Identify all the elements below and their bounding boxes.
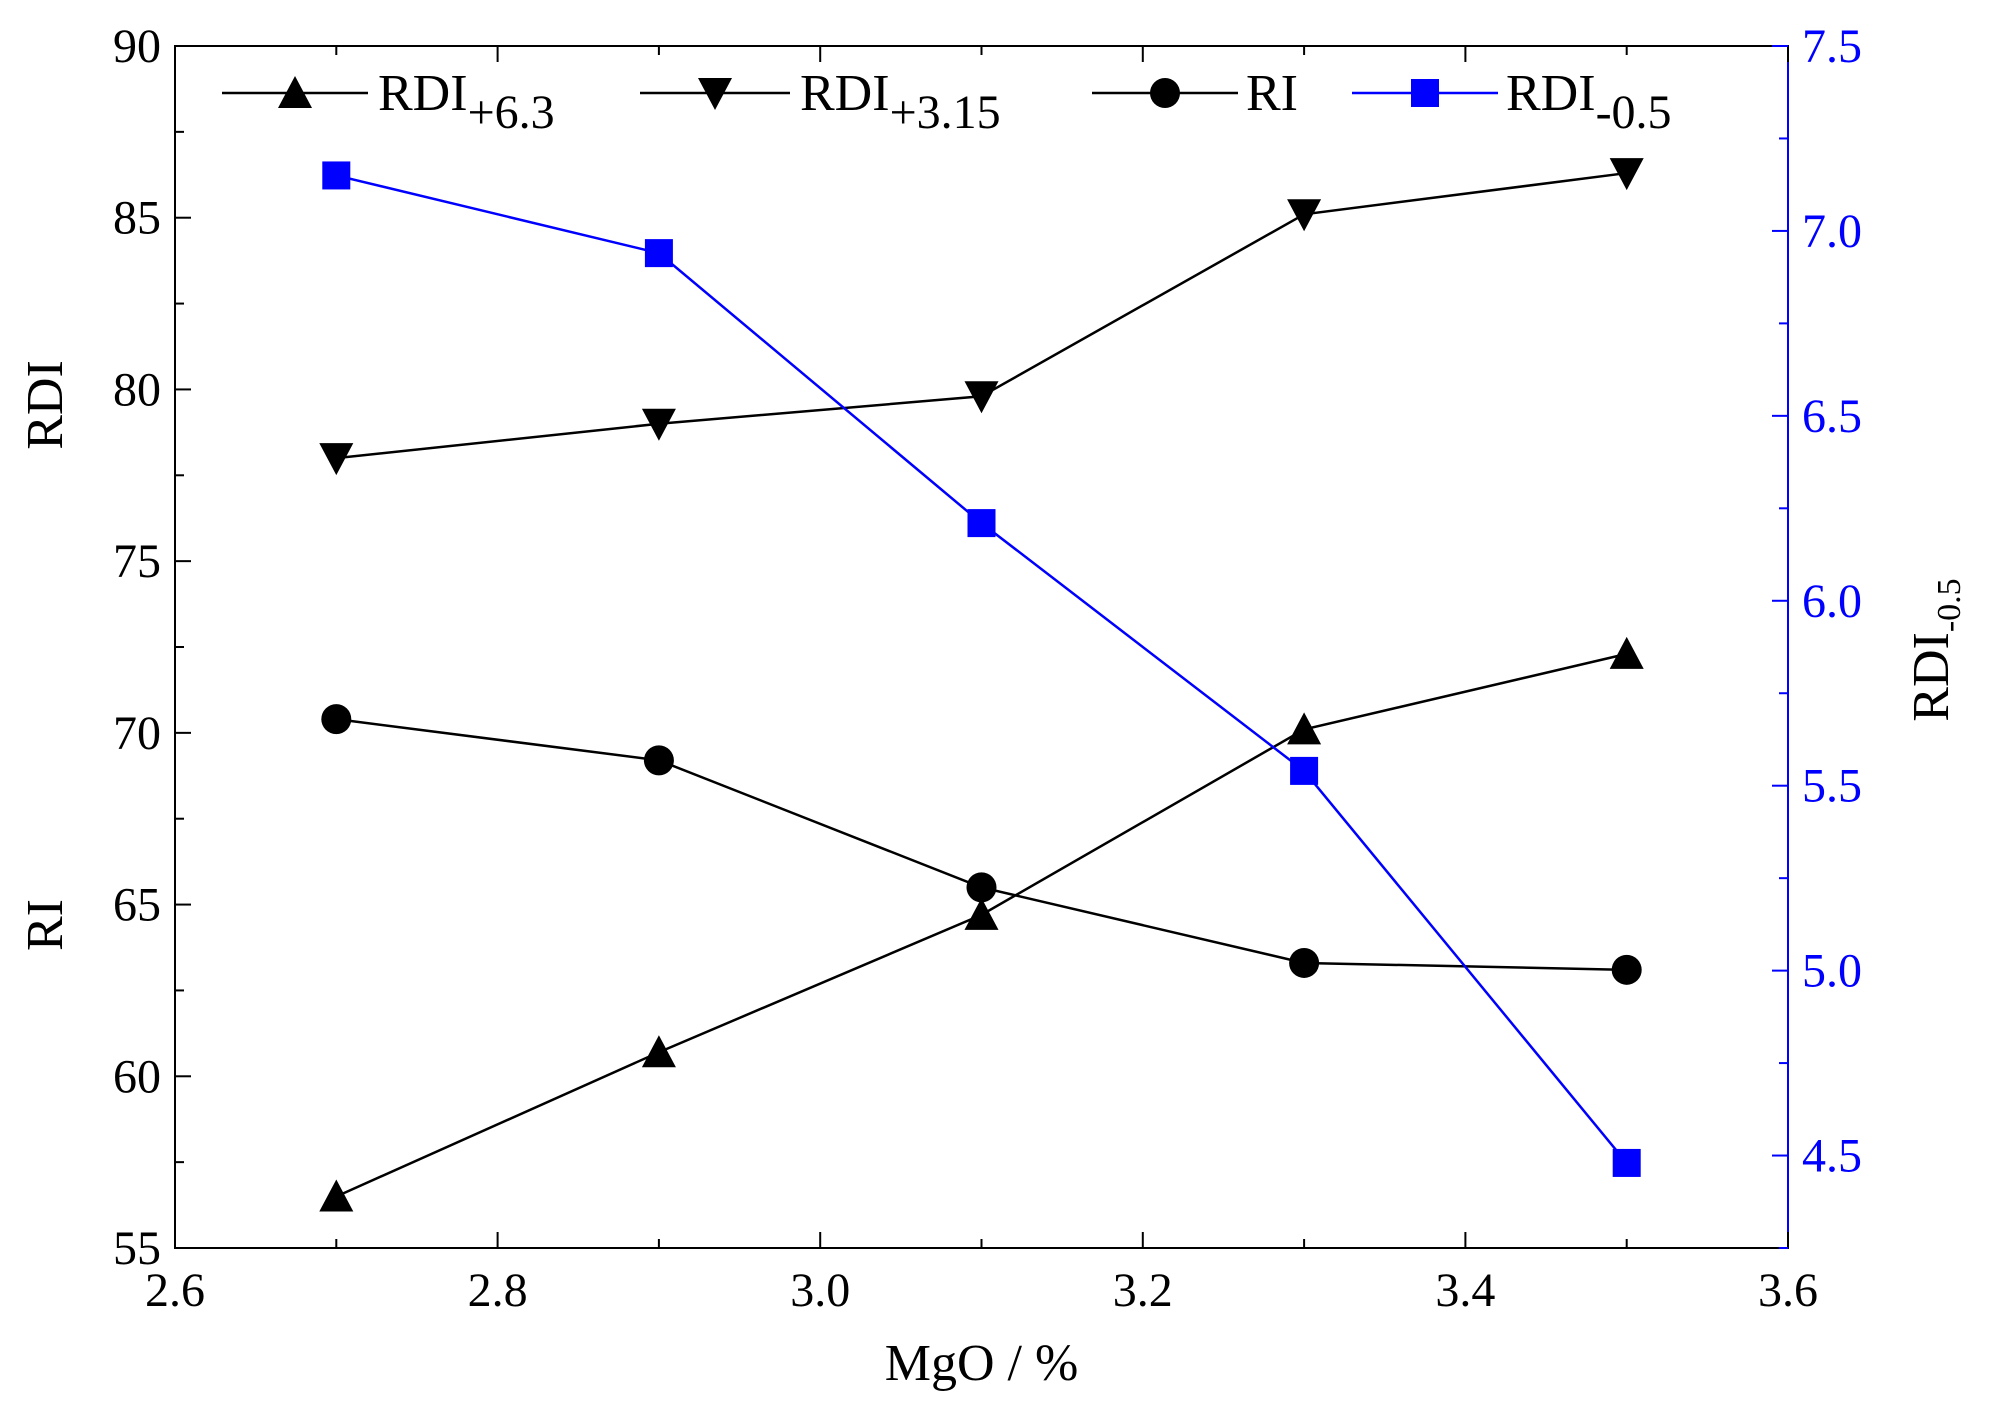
x-tick-label: 3.4 [1435, 1264, 1495, 1317]
x-tick-label: 3.0 [790, 1264, 850, 1317]
y-left-tick-label: 80 [113, 363, 161, 416]
y-right-tick-label: 5.5 [1802, 760, 1862, 813]
series-line-rdi-3-15 [336, 171, 1627, 460]
legend-item-ri: RI [1092, 65, 1298, 122]
x-tick-label: 2.8 [468, 1264, 528, 1317]
legend-marker [698, 78, 732, 110]
y-right-tick-label: 7.5 [1802, 20, 1862, 73]
data-point-rdi-0-5 [1290, 756, 1319, 785]
y-left-tick-label: 75 [113, 535, 161, 588]
data-point-rdi-0-5 [967, 509, 996, 538]
y-left-tick-label: 65 [113, 879, 161, 932]
x-tick-label: 3.6 [1758, 1264, 1818, 1317]
legend-label: RDI+6.3 [378, 65, 555, 139]
right-y-axis-label-base: RDI [1903, 632, 1960, 722]
legend-marker [1150, 78, 1180, 108]
x-tick-label: 2.6 [145, 1264, 205, 1317]
data-point-rdi-6-3 [964, 897, 999, 930]
data-point-rdi-6-3 [319, 1179, 354, 1212]
left-y-axis-label-rdi: RDI [17, 360, 74, 450]
data-point-rdi-0-5 [644, 239, 673, 268]
left-y-axis: 55 60 65 70 75 80 85 90 [113, 20, 191, 1275]
legend-item-rdi-3-15: RDI+3.15 [640, 65, 1001, 139]
y-right-tick-label: 4.5 [1802, 1130, 1862, 1183]
legend: RDI+6.3 RDI+3.15 RI RDI-0.5 [222, 65, 1672, 139]
data-point-rdi-6-3 [1287, 712, 1322, 745]
right-y-axis-label: RDI-0.5 [1903, 578, 1968, 721]
left-y-axis-label-ri: RI [17, 899, 74, 951]
y-left-tick-label: 60 [113, 1050, 161, 1103]
x-axis-label: MgO / % [885, 1335, 1079, 1392]
x-tick-label: 3.2 [1113, 1264, 1173, 1317]
y-right-tick-label: 6.5 [1802, 390, 1862, 443]
x-axis: 2.6 2.8 3.0 3.2 3.4 3.6 [145, 46, 1818, 1317]
data-point-rdi-0-5 [1612, 1148, 1641, 1177]
legend-item-rdi-6-3: RDI+6.3 [222, 65, 555, 139]
legend-label: RI [1246, 65, 1298, 122]
series-line-ri [336, 717, 1627, 972]
data-point-rdi-6-3 [1609, 636, 1644, 669]
data-point-ri [1611, 954, 1642, 985]
plot-frame [174, 45, 1789, 1249]
series-line-rdi-0-5 [336, 174, 1628, 1164]
y-right-tick-label: 5.0 [1802, 945, 1862, 998]
y-left-tick-label: 90 [113, 20, 161, 73]
data-point-rdi-0-5 [322, 161, 351, 190]
legend-marker [278, 76, 312, 108]
y-left-tick-label: 70 [113, 707, 161, 760]
y-right-tick-label: 7.0 [1802, 205, 1862, 258]
data-point-rdi-3-15 [964, 381, 999, 414]
legend-marker [1411, 79, 1439, 107]
data-point-ri [966, 872, 997, 903]
y-right-tick-label: 6.0 [1802, 575, 1862, 628]
data-point-rdi-3-15 [641, 408, 676, 441]
data-point-ri [1289, 947, 1320, 978]
legend-label: RDI-0.5 [1506, 65, 1672, 139]
right-y-axis-label-sub: -0.5 [1931, 578, 1968, 632]
data-point-rdi-3-15 [1287, 199, 1322, 232]
legend-label: RDI+3.15 [800, 65, 1001, 139]
y-left-tick-label: 85 [113, 192, 161, 245]
legend-item-rdi-0-5: RDI-0.5 [1352, 65, 1672, 139]
data-point-rdi-3-15 [319, 443, 354, 476]
y-left-tick-label: 55 [113, 1222, 161, 1275]
data-point-ri [321, 704, 352, 735]
data-point-ri [643, 745, 674, 776]
data-point-rdi-3-15 [1609, 158, 1644, 191]
right-y-axis: 4.5 5.0 5.5 6.0 6.5 7.0 7.5 [1772, 20, 1862, 1249]
data-point-rdi-6-3 [641, 1035, 676, 1068]
